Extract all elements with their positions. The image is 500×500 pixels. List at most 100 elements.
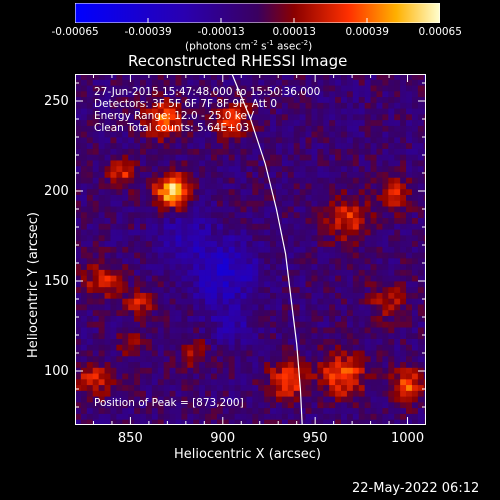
heatmap-cell: [323, 142, 330, 149]
heatmap-cell: [234, 108, 241, 115]
heatmap-cell: [299, 350, 306, 357]
heatmap-cell: [181, 188, 188, 195]
heatmap-cell: [246, 79, 253, 86]
heatmap-cell: [210, 119, 218, 126]
heatmap-cell: [216, 171, 224, 178]
heatmap-cell: [246, 361, 253, 368]
heatmap-cell: [75, 378, 82, 386]
heatmap-cell: [323, 304, 330, 311]
heatmap-cell: [234, 206, 241, 213]
heatmap-cell: [358, 378, 366, 386]
heatmap-cell: [199, 304, 206, 311]
heatmap-cell: [411, 263, 419, 270]
heatmap-cell: [252, 327, 259, 334]
heatmap-cell: [341, 378, 348, 386]
heatmap-cell: [128, 177, 135, 184]
heatmap-cell: [352, 108, 360, 115]
heatmap-cell: [364, 188, 371, 195]
heatmap-cell: [299, 252, 306, 259]
heatmap-cell: [281, 200, 289, 207]
heatmap-cell: [394, 332, 401, 339]
heatmap-cell: [110, 85, 117, 92]
heatmap-cell: [299, 188, 306, 195]
heatmap-cell: [86, 401, 94, 409]
heatmap-cell: [258, 373, 265, 380]
heatmap-cell: [246, 194, 253, 201]
heatmap-cell: [98, 223, 105, 230]
heatmap-cell: [128, 390, 135, 397]
heatmap-cell: [341, 206, 348, 213]
heatmap-cell: [423, 74, 426, 80]
heatmap-cell: [92, 234, 100, 242]
heatmap-cell: [275, 344, 283, 351]
heatmap-cell: [134, 240, 141, 247]
heatmap-cell: [110, 257, 117, 265]
heatmap-cell: [293, 137, 301, 144]
heatmap-cell: [264, 309, 271, 316]
heatmap-cell: [258, 171, 265, 178]
heatmap-cell: [75, 229, 82, 236]
heatmap-cell: [264, 137, 271, 144]
heatmap-cell: [275, 419, 283, 425]
heatmap-cell: [80, 165, 88, 172]
heatmap-cell: [128, 154, 135, 161]
heatmap-cell: [246, 344, 253, 351]
heatmap-cell: [305, 96, 312, 103]
heatmap-cell: [134, 367, 141, 374]
heatmap-cell: [80, 344, 88, 351]
heatmap-cell: [98, 344, 105, 351]
heatmap-cell: [151, 177, 159, 184]
heatmap-cell: [246, 234, 253, 242]
heatmap-cell: [75, 119, 82, 126]
heatmap-cell: [86, 234, 94, 242]
heatmap-cell: [406, 407, 413, 414]
heatmap-cell: [376, 367, 383, 374]
heatmap-cell: [86, 142, 94, 149]
heatmap-cell: [116, 119, 123, 126]
heatmap-cell: [246, 171, 253, 178]
heatmap-cell: [270, 148, 277, 155]
heatmap-cell: [406, 96, 413, 103]
heatmap-cell: [346, 177, 354, 184]
heatmap-cell: [181, 125, 188, 132]
heatmap-cell: [234, 373, 241, 380]
heatmap-cell: [370, 137, 377, 144]
heatmap-cell: [216, 390, 224, 397]
heatmap-cell: [134, 269, 141, 276]
heatmap-cell: [305, 194, 312, 201]
heatmap-cell: [134, 217, 141, 224]
heatmap-cell: [216, 211, 224, 219]
heatmap-cell: [210, 344, 218, 351]
heatmap-cell: [370, 74, 377, 80]
heatmap-cell: [352, 269, 360, 276]
heatmap-cell: [234, 74, 241, 80]
heatmap-cell: [311, 407, 318, 414]
heatmap-cell: [382, 188, 389, 195]
heatmap-cell: [406, 419, 413, 425]
heatmap-cell: [175, 367, 182, 374]
heatmap-cell: [92, 332, 100, 339]
heatmap-cell: [406, 131, 413, 138]
heatmap-cell: [246, 160, 253, 167]
heatmap-cell: [293, 223, 301, 230]
heatmap-cell: [234, 217, 241, 224]
heatmap-cell: [346, 367, 354, 374]
heatmap-cell: [86, 229, 94, 236]
heatmap-cell: [187, 211, 194, 219]
heatmap-cell: [281, 257, 289, 265]
heatmap-cell: [411, 252, 419, 259]
heatmap-cell: [317, 223, 324, 230]
heatmap-cell: [258, 234, 265, 242]
heatmap-cell: [134, 154, 141, 161]
heatmap-cell: [228, 200, 236, 207]
heatmap-cell: [169, 378, 176, 386]
heatmap-cell: [98, 200, 105, 207]
heatmap-cell: [175, 223, 182, 230]
heatmap-cell: [388, 85, 395, 92]
heatmap-cell: [275, 355, 283, 363]
heatmap-cell: [193, 367, 200, 374]
heatmap-cell: [411, 102, 419, 109]
heatmap-cell: [151, 96, 159, 103]
heatmap-cell: [234, 275, 241, 282]
heatmap-cell: [222, 194, 230, 201]
